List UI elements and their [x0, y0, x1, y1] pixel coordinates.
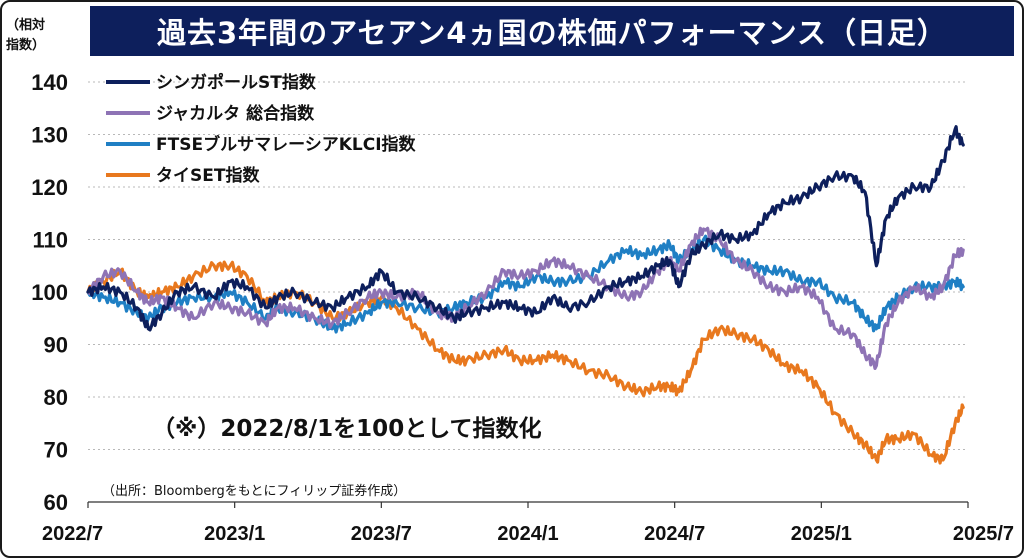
series-line — [86, 234, 965, 334]
legend-label: FTSEブルサマレーシアKLCI指数 — [156, 134, 417, 155]
y-tick-label: 100 — [31, 280, 68, 305]
series-line — [86, 125, 965, 332]
y-tick-label: 70 — [44, 438, 68, 463]
x-tick-label: 2025/1 — [791, 523, 852, 545]
legend-label: ジャカルタ 総合指数 — [156, 103, 315, 124]
y-tick-label: 110 — [33, 228, 69, 253]
x-tick-label: 2024/7 — [644, 523, 705, 545]
source-note: （出所：Bloombergをもとにフィリップ証券作成） — [102, 484, 407, 499]
series-line — [86, 260, 965, 465]
y-tick-label: 120 — [31, 175, 68, 200]
x-tick-label: 2023/1 — [204, 523, 265, 545]
x-tick-label: 2023/7 — [351, 523, 412, 545]
x-tick-label: 2025/7 — [953, 523, 1014, 545]
y-tick-label: 90 — [44, 333, 68, 358]
grid-lines — [88, 81, 968, 450]
series-line — [86, 226, 965, 370]
legend-label: シンガポールST指数 — [156, 72, 317, 93]
x-tick-label: 2024/1 — [497, 523, 558, 545]
y-tick-label: 140 — [31, 70, 68, 95]
y-axis-unit-label: （相対 指数） — [6, 18, 46, 53]
series-lines — [86, 125, 965, 465]
y-tick-label: 130 — [31, 123, 68, 148]
legend-label: タイSET指数 — [156, 165, 260, 186]
y-tick-label: 80 — [44, 385, 68, 410]
x-axis-ticks: 2022/7 2023/1 2023/7 2024/1 2024/7 2025/1 2025… — [42, 502, 1014, 545]
x-tick-label: 2022/7 — [42, 523, 103, 545]
y-axis-ticks: 60 70 80 90 100 110 120 130 140 — [31, 70, 68, 515]
indexing-note: （※）2022/8/1を100として指数化 — [152, 416, 542, 442]
chart-title: 過去3年間のアセアン4ヵ国の株価パフォーマンス（日足） — [90, 6, 1014, 56]
y-tick-label: 60 — [44, 490, 68, 515]
